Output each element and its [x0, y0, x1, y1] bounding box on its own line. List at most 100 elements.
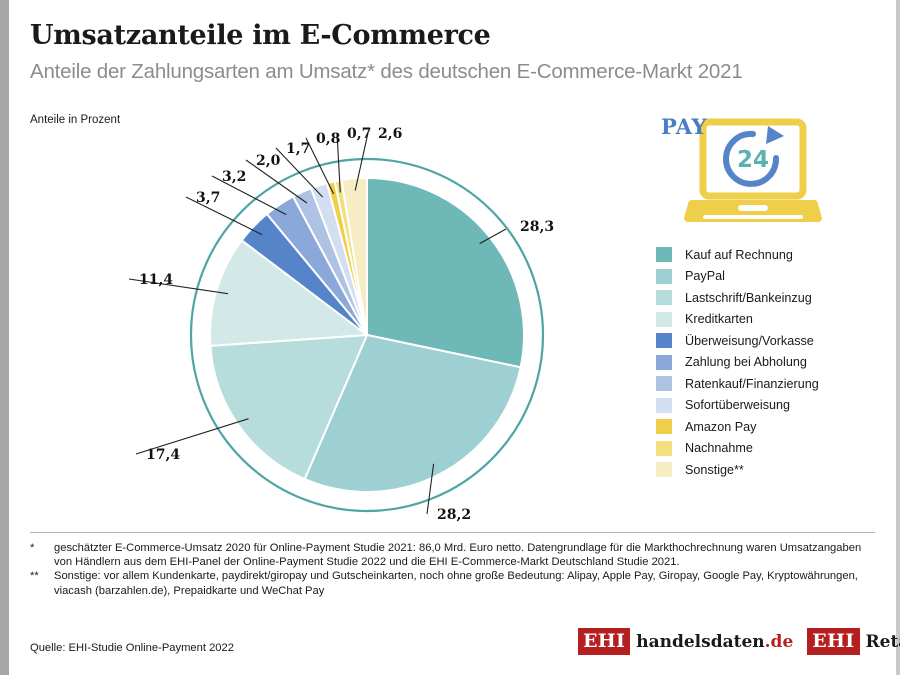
pie-slice[interactable]: [340, 176, 368, 336]
pie-value-label: 28,2: [437, 507, 472, 523]
pie-slice[interactable]: [209, 333, 369, 481]
leader-line: [426, 463, 435, 515]
pie-value-label: 28,3: [520, 219, 555, 235]
footnote-marker: **: [30, 570, 39, 583]
unit-note: Anteile in Prozent: [30, 114, 121, 126]
legend-swatch: [656, 247, 672, 262]
legend-swatch: [656, 376, 672, 391]
leader-line: [185, 196, 263, 236]
legend-swatch: [656, 311, 672, 327]
pie-value-label: 0,7: [347, 126, 372, 142]
legend-item[interactable]: PayPal: [656, 266, 886, 287]
legend-item[interactable]: Zahlung bei Abholung: [656, 352, 886, 373]
source-line: Quelle: EHI-Studie Online-Payment 2022: [30, 642, 234, 654]
refresh-arrow-icon: [723, 130, 780, 187]
chart-legend: Kauf auf Rechnung PayPal Lastschrift/Banke…: [656, 244, 886, 481]
badge-24-text: 24: [737, 147, 769, 173]
pie-value-label: 11,4: [139, 272, 174, 288]
leader-line: [128, 278, 229, 295]
pie-value-label: 3,2: [222, 169, 247, 185]
legend-label: Sonstige**: [685, 462, 744, 477]
legend-swatch: [656, 290, 672, 305]
arrow-head-icon: [766, 126, 784, 144]
legend-label: PayPal: [685, 269, 725, 283]
legend-item[interactable]: Kreditkarten: [656, 309, 886, 330]
retail-institute-text: Retail Institute®: [866, 632, 900, 652]
legend-item[interactable]: Amazon Pay: [656, 416, 886, 437]
ehi-mark-icon-2: EHI: [807, 628, 860, 655]
laptop-screen-icon: [699, 118, 807, 200]
pie-value-label: 2,0: [256, 153, 281, 169]
legend-swatch: [656, 268, 672, 284]
leader-line: [479, 228, 507, 245]
footnotes-block: * geschätzter E-Commerce-Umsatz 2020 für …: [30, 541, 882, 598]
retail-institute-name: Retail Institute: [865, 631, 900, 652]
footnote-row: ** Sonstige: vor allem Kundenkarte, paydi…: [30, 569, 882, 597]
legend-swatch: [656, 419, 672, 434]
leader-line: [305, 137, 335, 195]
pie-leader-lines: [128, 132, 507, 515]
right-edge-bar: [896, 0, 900, 675]
page-title: Umsatzanteile im E-Commerce: [30, 20, 491, 51]
legend-swatch: [656, 440, 672, 456]
pay-wordmark: PAY: [661, 114, 708, 139]
leader-line: [275, 147, 323, 198]
footnote-marker: *: [30, 542, 35, 554]
leader-line: [135, 418, 249, 455]
legend-label: Kauf auf Rechnung: [685, 247, 793, 262]
handelsdaten-name: handelsdaten: [636, 631, 765, 652]
laptop-edge-icon: [703, 215, 803, 219]
pie-chart-svg: [128, 132, 545, 515]
footnote-text: geschätzter E-Commerce-Umsatz 2020 für O…: [54, 542, 862, 569]
left-edge-bar: [0, 0, 9, 675]
legend-label: Amazon Pay: [685, 419, 757, 434]
legend-item[interactable]: Sonstige**: [656, 459, 886, 480]
footnote-divider: [30, 532, 875, 533]
laptop-icon: 24: [684, 118, 822, 222]
leader-line: [211, 175, 287, 216]
pie-value-label: 3,7: [196, 190, 221, 206]
legend-swatch: [656, 462, 672, 477]
pie-value-label: 1,7: [286, 141, 311, 157]
pie-slice[interactable]: [303, 333, 522, 493]
legend-label: Lastschrift/Bankeinzug: [685, 290, 812, 305]
legend-item[interactable]: Kauf auf Rechnung: [656, 244, 886, 265]
legend-item[interactable]: Ratenkauf/Finanzierung: [656, 373, 886, 394]
pie-value-label: 0,8: [316, 131, 341, 147]
leader-line: [245, 159, 308, 204]
legend-label: Zahlung bei Abholung: [685, 355, 807, 369]
legend-swatch: [656, 354, 672, 370]
logo-group: EHI handelsdaten.de EHI Retail Institute…: [578, 628, 900, 655]
pie-chart: 28,3 28,2 17,4 11,4 3,7 3,2 2,0 1,7 0,8 0,7 2,6: [128, 126, 555, 523]
legend-swatch: [656, 333, 672, 348]
handelsdaten-tld: .de: [764, 631, 794, 652]
pie-value-label: 2,6: [378, 126, 403, 142]
page-subtitle: Anteile der Zahlungsarten am Umsatz* des…: [30, 60, 743, 83]
legend-label: Kreditkarten: [685, 312, 753, 326]
footnote-row: * geschätzter E-Commerce-Umsatz 2020 für …: [30, 541, 882, 569]
handelsdaten-text: handelsdaten.de: [636, 632, 793, 652]
legend-label: Sofortüberweisung: [685, 398, 791, 412]
retail-institute-logo: EHI Retail Institute®: [807, 628, 900, 655]
legend-label: Überweisung/Vorkasse: [685, 333, 814, 348]
legend-label: Nachnahme: [685, 441, 753, 455]
ehi-mark-icon: EHI: [578, 628, 631, 655]
footnote-text: Sonstige: vor allem Kundenkarte, paydire…: [54, 570, 858, 597]
pie-outer-ring: [189, 157, 545, 513]
pie-slice[interactable]: [208, 238, 370, 347]
leader-line: [336, 132, 341, 193]
legend-swatch: [656, 397, 672, 413]
legend-label: Ratenkauf/Finanzierung: [685, 376, 819, 391]
legend-item[interactable]: Sofortüberweisung: [656, 395, 886, 416]
leader-line: [354, 132, 369, 191]
handelsdaten-logo: EHI handelsdaten.de: [578, 628, 793, 655]
legend-item[interactable]: Lastschrift/Bankeinzug: [656, 287, 886, 308]
pie-value-label: 17,4: [146, 447, 181, 463]
legend-item[interactable]: Nachnahme: [656, 438, 886, 459]
pie-slice[interactable]: [366, 176, 525, 369]
pay24-illustration: PAY 24: [648, 112, 828, 224]
pie-slices: [208, 176, 525, 493]
legend-item[interactable]: Überweisung/Vorkasse: [656, 330, 886, 351]
laptop-trackpad-icon: [738, 205, 768, 211]
